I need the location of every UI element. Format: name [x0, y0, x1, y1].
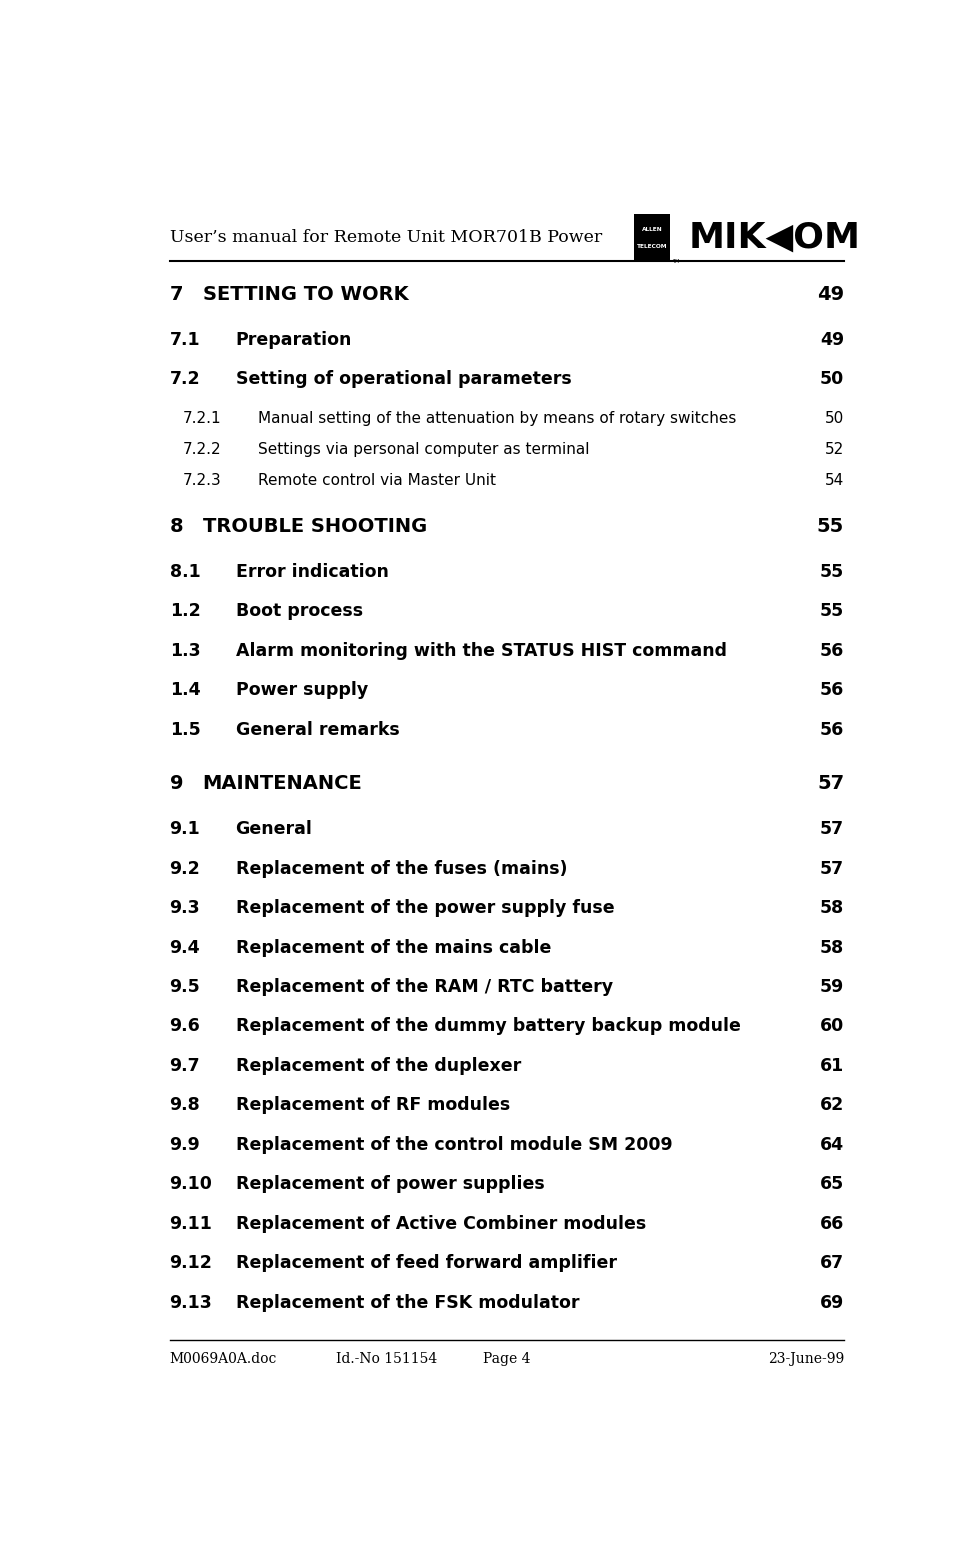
Text: 8.1: 8.1 — [169, 563, 200, 581]
Text: 57: 57 — [817, 774, 844, 793]
Text: 62: 62 — [820, 1097, 844, 1114]
Text: Id.-No 151154: Id.-No 151154 — [337, 1352, 437, 1366]
Text: 56: 56 — [820, 681, 844, 699]
Text: 52: 52 — [825, 443, 844, 457]
Text: 9.7: 9.7 — [169, 1057, 200, 1075]
Text: Replacement of feed forward amplifier: Replacement of feed forward amplifier — [236, 1254, 617, 1273]
Text: 9.13: 9.13 — [169, 1294, 213, 1312]
Text: M0069A0A.doc: M0069A0A.doc — [169, 1352, 277, 1366]
Text: 9.9: 9.9 — [169, 1136, 200, 1155]
Text: 7: 7 — [169, 284, 183, 303]
Text: 9.6: 9.6 — [169, 1018, 200, 1035]
Text: 23-June-99: 23-June-99 — [768, 1352, 844, 1366]
Text: Replacement of Active Combiner modules: Replacement of Active Combiner modules — [236, 1215, 646, 1232]
Text: 9.11: 9.11 — [169, 1215, 213, 1232]
Text: 66: 66 — [820, 1215, 844, 1232]
Text: Manual setting of the attenuation by means of rotary switches: Manual setting of the attenuation by mea… — [258, 412, 737, 426]
Text: Replacement of the control module SM 2009: Replacement of the control module SM 200… — [236, 1136, 672, 1155]
Text: 60: 60 — [820, 1018, 844, 1035]
Text: SETTING TO WORK: SETTING TO WORK — [202, 284, 408, 303]
Text: 7.2.3: 7.2.3 — [183, 474, 221, 488]
Text: 69: 69 — [820, 1294, 844, 1312]
Text: Replacement of RF modules: Replacement of RF modules — [236, 1097, 510, 1114]
Text: Remote control via Master Unit: Remote control via Master Unit — [258, 474, 496, 488]
Text: 50: 50 — [820, 370, 844, 388]
Text: 7.2.1: 7.2.1 — [183, 412, 221, 426]
Text: General remarks: General remarks — [236, 721, 399, 738]
Text: Setting of operational parameters: Setting of operational parameters — [236, 370, 571, 388]
Text: 7.2.2: 7.2.2 — [183, 443, 221, 457]
Text: 55: 55 — [820, 563, 844, 581]
Text: 58: 58 — [820, 900, 844, 917]
Text: 1.4: 1.4 — [169, 681, 200, 699]
Text: Replacement of the FSK modulator: Replacement of the FSK modulator — [236, 1294, 579, 1312]
Text: Error indication: Error indication — [236, 563, 389, 581]
Text: MAINTENANCE: MAINTENANCE — [202, 774, 363, 793]
Text: Replacement of the dummy battery backup module: Replacement of the dummy battery backup … — [236, 1018, 741, 1035]
Text: TM: TM — [672, 260, 679, 264]
Text: 55: 55 — [820, 603, 844, 620]
Text: 50: 50 — [825, 412, 844, 426]
Text: 49: 49 — [820, 331, 844, 348]
Text: 9.4: 9.4 — [169, 939, 200, 957]
Text: TELECOM: TELECOM — [637, 244, 667, 249]
Text: Boot process: Boot process — [236, 603, 363, 620]
Text: 64: 64 — [820, 1136, 844, 1155]
Text: TROUBLE SHOOTING: TROUBLE SHOOTING — [202, 517, 426, 536]
Text: 9: 9 — [169, 774, 183, 793]
Text: 55: 55 — [817, 517, 844, 536]
Text: 7.2: 7.2 — [169, 370, 200, 388]
Bar — [634, 214, 670, 263]
Text: 54: 54 — [825, 474, 844, 488]
Text: 9.5: 9.5 — [169, 977, 200, 996]
Text: 9.10: 9.10 — [169, 1175, 213, 1193]
Text: 7.1: 7.1 — [169, 331, 200, 348]
Text: Page 4: Page 4 — [484, 1352, 531, 1366]
Text: ALLEN: ALLEN — [642, 227, 662, 232]
Text: Replacement of the mains cable: Replacement of the mains cable — [236, 939, 551, 957]
Text: Replacement of the fuses (mains): Replacement of the fuses (mains) — [236, 859, 567, 878]
Text: 1.3: 1.3 — [169, 642, 200, 660]
Text: 57: 57 — [820, 859, 844, 878]
Text: 67: 67 — [820, 1254, 844, 1273]
Text: 61: 61 — [820, 1057, 844, 1075]
Text: Power supply: Power supply — [236, 681, 367, 699]
Text: 56: 56 — [820, 721, 844, 738]
Text: 1.5: 1.5 — [169, 721, 200, 738]
Text: 49: 49 — [817, 284, 844, 303]
Text: Replacement of power supplies: Replacement of power supplies — [236, 1175, 544, 1193]
Text: Alarm monitoring with the STATUS HIST command: Alarm monitoring with the STATUS HIST co… — [236, 642, 726, 660]
Text: 57: 57 — [820, 821, 844, 838]
Text: 59: 59 — [820, 977, 844, 996]
Text: 1.2: 1.2 — [169, 603, 200, 620]
Text: Replacement of the duplexer: Replacement of the duplexer — [236, 1057, 521, 1075]
Text: 9.2: 9.2 — [169, 859, 200, 878]
Text: 56: 56 — [820, 642, 844, 660]
Text: 9.8: 9.8 — [169, 1097, 200, 1114]
Text: 9.1: 9.1 — [169, 821, 200, 838]
Text: 8: 8 — [169, 517, 183, 536]
Text: Settings via personal computer as terminal: Settings via personal computer as termin… — [258, 443, 590, 457]
Text: Preparation: Preparation — [236, 331, 352, 348]
Text: Replacement of the power supply fuse: Replacement of the power supply fuse — [236, 900, 614, 917]
Text: Replacement of the RAM / RTC battery: Replacement of the RAM / RTC battery — [236, 977, 613, 996]
Text: 9.3: 9.3 — [169, 900, 200, 917]
Text: User’s manual for Remote Unit MOR701B Power: User’s manual for Remote Unit MOR701B Po… — [169, 230, 601, 247]
Text: MIK◀OM: MIK◀OM — [689, 221, 861, 255]
Text: 58: 58 — [820, 939, 844, 957]
Text: 9.12: 9.12 — [169, 1254, 213, 1273]
Text: General: General — [236, 821, 312, 838]
Text: 65: 65 — [820, 1175, 844, 1193]
